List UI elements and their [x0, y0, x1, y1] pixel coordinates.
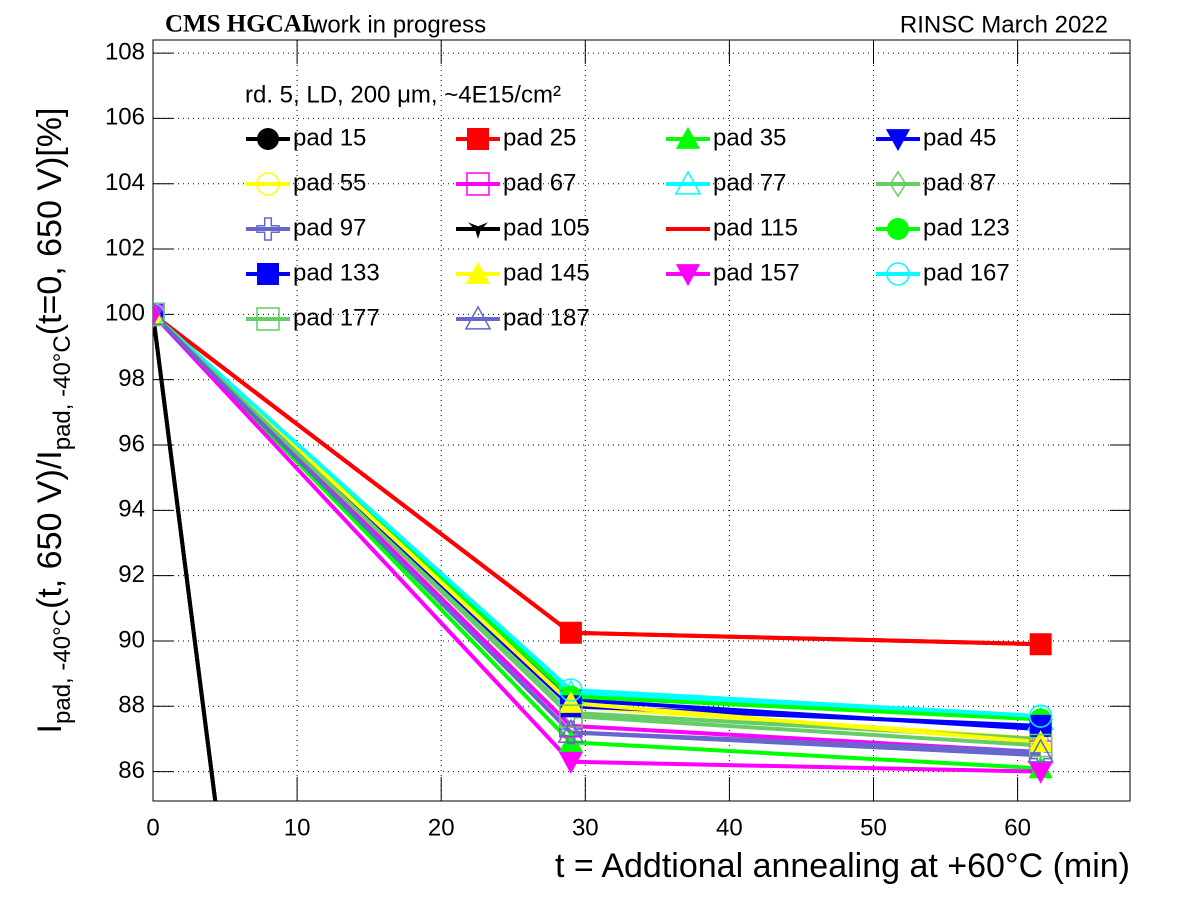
x-tick-label: 40 — [716, 814, 743, 841]
marker — [466, 172, 490, 196]
legend-label: pad 167 — [923, 259, 1010, 286]
marker — [256, 172, 280, 196]
y-tick-label: 96 — [118, 430, 145, 457]
x-tick-label: 10 — [284, 814, 311, 841]
marker — [464, 305, 492, 330]
legend-label: pad 133 — [293, 259, 380, 286]
legend-label: pad 67 — [503, 169, 576, 196]
x-tick-label: 30 — [572, 814, 599, 841]
marker — [886, 262, 910, 286]
x-tick-label: 0 — [146, 814, 159, 841]
marker — [257, 128, 279, 150]
y-axis-label-part: pad, -40°C — [49, 335, 76, 450]
marker — [256, 307, 280, 331]
legend-label: pad 77 — [713, 169, 786, 196]
legend-label: pad 187 — [503, 304, 590, 331]
marker — [1027, 738, 1055, 763]
marker — [153, 302, 165, 327]
marker — [153, 300, 167, 326]
y-tick-label: 94 — [118, 496, 145, 523]
marker — [1028, 733, 1053, 758]
y-axis-label: Ipad, -40°C(t, 650 V)/Ipad, -40°C(t=0, 6… — [31, 108, 76, 734]
x-tick-label: 50 — [860, 814, 887, 841]
legend-label: pad 55 — [293, 169, 366, 196]
legend-label: pad 45 — [923, 124, 996, 151]
marker — [1029, 633, 1052, 656]
marker — [153, 304, 166, 327]
marker — [1029, 714, 1052, 737]
marker — [467, 128, 489, 150]
chart-title: CMS HGCAL — [165, 11, 318, 38]
legend-label: pad 123 — [923, 214, 1010, 241]
marker — [557, 718, 585, 744]
marker — [256, 217, 280, 241]
annotation: RINSC March 2022 — [900, 11, 1108, 38]
legend-label: pad 177 — [293, 304, 380, 331]
marker — [889, 170, 907, 198]
marker — [558, 690, 583, 713]
y-tick-label: 100 — [105, 300, 145, 327]
y-axis-label-part: (t=0, 650 V)[%] — [31, 108, 69, 336]
frame — [152, 39, 1131, 802]
marker — [559, 621, 582, 644]
marker — [257, 263, 279, 285]
legend-label: pad 35 — [713, 124, 786, 151]
marker — [674, 170, 702, 195]
marker — [885, 129, 911, 152]
annotation: rd. 5, LD, 200 μm, ~4E15/cm² — [245, 81, 561, 108]
legend-label: pad 105 — [503, 214, 590, 241]
marker — [559, 720, 583, 745]
legend-label: pad 145 — [503, 259, 590, 286]
legend-label: pad 25 — [503, 124, 576, 151]
legend-label: pad 157 — [713, 259, 800, 286]
y-tick-label: 104 — [105, 169, 145, 196]
y-tick-label: 88 — [118, 692, 145, 719]
marker — [465, 261, 491, 284]
legend-label: pad 115 — [713, 214, 798, 241]
x-tick-label: 20 — [428, 814, 455, 841]
y-tick-label: 106 — [105, 104, 145, 131]
legend-label: pad 97 — [293, 214, 366, 241]
marker — [559, 678, 583, 702]
marker — [887, 218, 909, 240]
marker — [559, 704, 583, 728]
y-tick-label: 98 — [118, 365, 145, 392]
y-tick-label: 90 — [118, 626, 145, 653]
marker — [675, 264, 701, 287]
x-tick-label: 60 — [1004, 814, 1031, 841]
y-tick-label: 86 — [118, 757, 145, 784]
marker — [558, 730, 583, 753]
marker — [675, 126, 701, 149]
y-axis-label-part: (t, 650 V)/I — [31, 450, 69, 609]
marker — [1028, 761, 1053, 784]
series-layer — [153, 300, 1055, 801]
legend-label: pad 87 — [923, 169, 996, 196]
x-axis-label: t = Addtional annealing at +60°C (min) — [555, 847, 1130, 885]
y-tick-label: 102 — [105, 234, 145, 261]
legend-label: pad 15 — [293, 124, 366, 151]
y-axis-label-part: I — [31, 724, 69, 733]
chart-subtitle: work in progress — [309, 11, 486, 38]
y-axis-label-part: pad, -40°C — [49, 609, 76, 724]
marker — [1028, 704, 1053, 728]
marker — [468, 222, 488, 239]
y-tick-label: 92 — [118, 561, 145, 588]
y-tick-label: 108 — [105, 38, 145, 65]
marker — [558, 751, 583, 774]
